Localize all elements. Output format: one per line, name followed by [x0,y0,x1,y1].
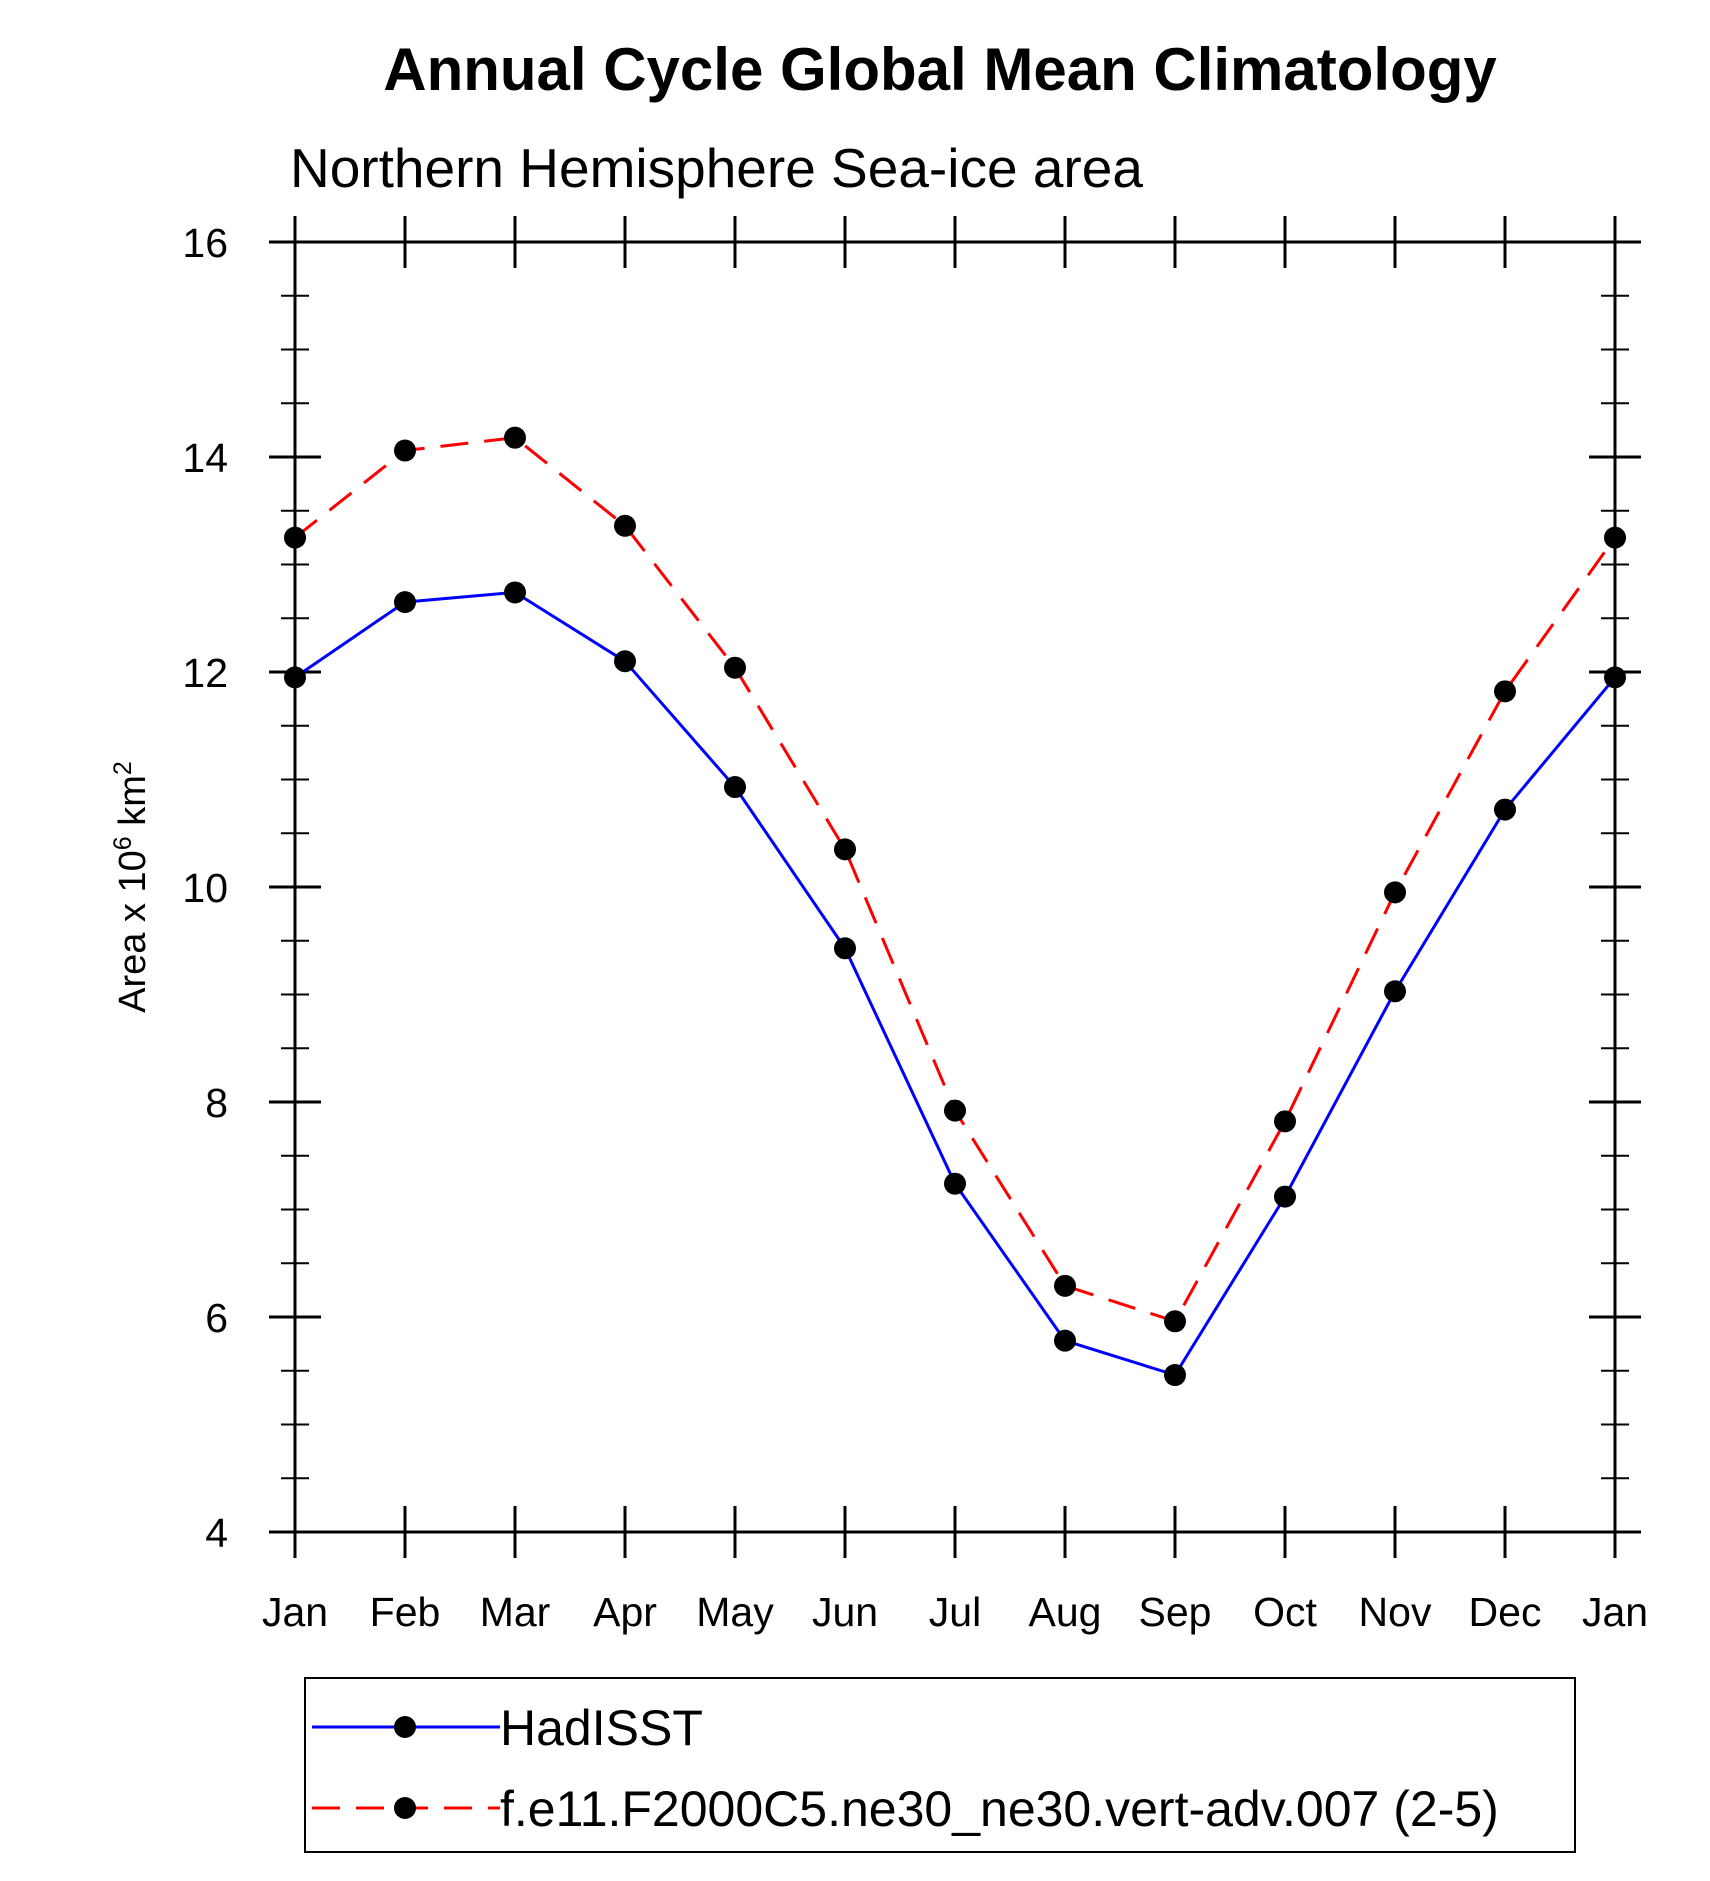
y-axis-label: Area x 106 km2 [109,761,154,1013]
data-point-1-7 [1054,1274,1076,1297]
data-point-1-10 [1384,881,1406,904]
data-point-0-10 [1384,980,1406,1003]
x-tick-label: Jul [929,1589,981,1635]
y-tick-label: 12 [182,650,228,696]
y-tick-label: 16 [182,220,228,266]
data-point-0-11 [1494,798,1516,821]
data-point-1-4 [724,656,746,679]
data-point-1-1 [394,439,416,462]
legend-label-model: f.e11.F2000C5.ne30_ne30.vert-adv.007 (2-… [500,1781,1499,1837]
x-tick-label: Mar [480,1589,551,1635]
x-tick-label: Jun [812,1589,878,1635]
axis-ticks: 4 6 8 10 12 14 16 Jan Feb Mar Apr May Jun Jul Aug Sep Oc… [182,216,1648,1635]
y-tick-label: 14 [182,435,228,481]
data-point-1-3 [614,514,636,537]
x-tick-label: Jan [262,1589,328,1635]
data-point-1-2 [504,426,526,449]
data-point-0-9 [1274,1185,1296,1208]
x-tick-label: Dec [1469,1589,1542,1635]
data-point-0-7 [1054,1329,1076,1352]
data-point-1-8 [1164,1310,1186,1333]
plot-frame [293,240,1617,1534]
data-point-1-11 [1494,680,1516,703]
x-tick-label: May [696,1589,774,1635]
x-tick-label: Feb [370,1589,441,1635]
data-point-0-4 [724,776,746,799]
legend-label-hadisst: HadISST [500,1700,703,1756]
legend-marker-hadisst [394,1716,416,1738]
y-tick-label: 4 [205,1510,228,1556]
data-point-0-6 [944,1172,966,1195]
chart-subtitle: Northern Hemisphere Sea-ice area [290,137,1143,199]
x-tick-label: Jan [1582,1589,1648,1635]
x-tick-label: Sep [1139,1589,1212,1635]
y-tick-label: 6 [205,1295,228,1341]
x-tick-label: Aug [1029,1589,1102,1635]
x-tick-label: Apr [593,1589,657,1635]
series-line-0 [294,590,1617,1377]
data-point-0-5 [834,937,856,960]
data-point-0-3 [614,650,636,673]
series-layer [284,426,1626,1387]
data-point-1-6 [944,1099,966,1122]
data-point-1-5 [834,838,856,861]
legend-box [304,1677,1576,1853]
y-tick-label: 8 [205,1080,228,1126]
data-point-1-9 [1274,1110,1296,1133]
legend: HadISST f.e11.F2000C5.ne30_ne30.vert-adv… [304,1677,1576,1853]
x-tick-label: Oct [1253,1589,1317,1635]
data-point-0-8 [1164,1364,1186,1387]
data-point-0-1 [394,591,416,614]
legend-marker-model [394,1797,416,1819]
chart-title: Annual Cycle Global Mean Climatology [383,36,1497,103]
y-tick-label: 10 [182,865,228,911]
data-point-0-2 [504,581,526,604]
x-tick-label: Nov [1359,1589,1432,1635]
